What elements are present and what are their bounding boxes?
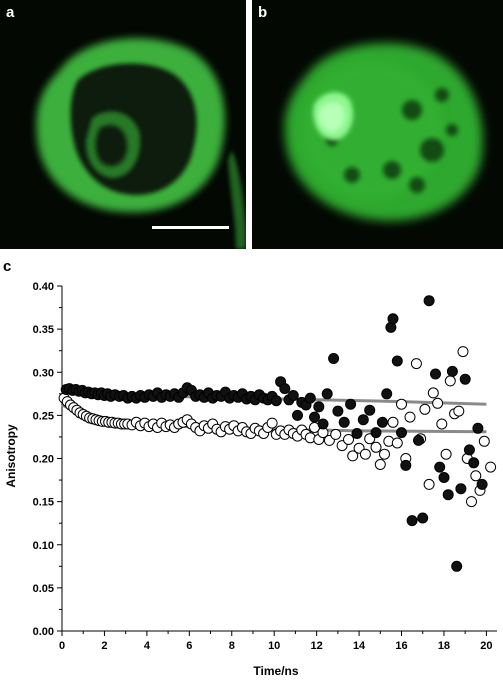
filled-data-point (332, 405, 344, 417)
open-data-point (410, 358, 422, 370)
open-data-point (359, 448, 371, 460)
filled-data-point (364, 404, 376, 416)
filled-data-point (279, 383, 291, 395)
open-data-point (453, 405, 465, 417)
scale-bar (152, 226, 229, 229)
filled-data-point (468, 457, 480, 469)
micrograph-panel-a: a (0, 0, 246, 249)
x-tick-label: 18 (438, 640, 450, 652)
y-tick-label: 0.15 (33, 497, 54, 509)
open-data-point (374, 459, 386, 470)
filled-data-point (476, 478, 488, 490)
filled-data-point (400, 459, 412, 471)
filled-data-point (309, 411, 320, 423)
x-tick-label: 6 (186, 640, 192, 652)
filled-data-point (434, 461, 446, 473)
filled-data-point (321, 388, 333, 400)
x-tick-label: 2 (101, 640, 107, 652)
x-tick-label: 8 (229, 640, 235, 652)
open-data-point (391, 437, 403, 449)
chart-axes: 0.00 0.05 0.10 0.15 0.20 0.25 0.30 0.35 0.40 0 2 4 6… (33, 281, 497, 652)
filled-data-point (292, 409, 303, 421)
x-tick-label: 12 (311, 640, 323, 652)
open-data-point (387, 416, 399, 428)
y-tick-label: 0.30 (33, 367, 54, 379)
filled-data-point (455, 483, 467, 495)
open-data-point (432, 397, 444, 409)
cell-image-b (252, 0, 503, 249)
filled-data-point (376, 416, 388, 428)
filled-data-point (287, 390, 299, 401)
open-data-point (343, 434, 354, 445)
filled-data-point (406, 515, 418, 527)
filled-data-point (417, 512, 429, 524)
filled-data-point (463, 444, 475, 456)
x-tick-label: 0 (59, 640, 65, 652)
x-tick-label: 20 (480, 640, 492, 652)
y-tick-label: 0.00 (33, 626, 54, 638)
filled-data-point (270, 395, 282, 407)
x-tick-label: 16 (395, 640, 407, 652)
x-tick-label: 4 (144, 640, 151, 652)
y-tick-label: 0.25 (33, 410, 54, 422)
y-tick-label: 0.05 (33, 583, 54, 595)
filled-data-point (357, 414, 369, 426)
open-data-point (379, 448, 390, 460)
open-data-point (440, 448, 452, 460)
open-data-point (404, 411, 416, 423)
open-data-point (396, 398, 407, 410)
open-data-point (419, 403, 431, 415)
y-tick-label: 0.10 (33, 540, 54, 552)
filled-data-point (446, 365, 458, 377)
filled-data-point (430, 368, 441, 380)
open-data-point (266, 417, 278, 429)
filled-data-point (451, 560, 463, 572)
panel-label-b: b (258, 4, 268, 21)
y-tick-label: 0.40 (33, 281, 54, 293)
filled-data-point (438, 472, 450, 483)
micrograph-panel-b: b (252, 0, 503, 249)
filled-data-point (370, 427, 382, 439)
filled-data-point (351, 428, 363, 439)
open-data-point (444, 375, 456, 387)
open-data-point (485, 461, 497, 473)
filled-data-point (338, 416, 350, 428)
filled-data-point (396, 427, 407, 439)
filled-data-point (313, 401, 325, 413)
filled-data-point (304, 392, 316, 404)
y-tick-label: 0.35 (33, 324, 54, 336)
open-data-point (457, 346, 469, 358)
filled-data-point (472, 422, 484, 434)
filled-data-point (391, 355, 403, 367)
x-tick-label: 10 (268, 640, 280, 652)
filled-data-point (459, 373, 471, 385)
open-data-point (423, 478, 435, 490)
open-data-point (466, 496, 477, 508)
filled-data-point (423, 295, 435, 307)
filled-data-point (317, 418, 329, 430)
open-data-point (427, 387, 439, 399)
open-data-point (370, 441, 382, 453)
open-data-point (436, 418, 448, 430)
x-axis-label: Time/ns (253, 664, 298, 678)
filled-data-point (345, 398, 357, 410)
open-data-point (330, 428, 342, 440)
cell-image-a (0, 0, 246, 249)
x-tick-label: 14 (353, 640, 366, 652)
open-data-point (478, 435, 490, 447)
y-tick-label: 0.20 (33, 454, 54, 466)
open-data-point (347, 450, 359, 462)
data-points (58, 295, 497, 572)
filled-data-point (442, 489, 454, 501)
filled-data-point (387, 313, 399, 325)
panel-label-c: c (3, 258, 12, 275)
filled-data-point (328, 353, 340, 364)
filled-data-point (381, 388, 393, 400)
anisotropy-chart: 0.00 0.05 0.10 0.15 0.20 0.25 0.30 0.35 0.40 0 2 4 6… (4, 281, 497, 678)
y-axis-label: Anisotropy (4, 424, 18, 488)
panel-label-a: a (6, 4, 15, 21)
filled-data-point (413, 434, 424, 446)
open-data-point (470, 470, 482, 482)
